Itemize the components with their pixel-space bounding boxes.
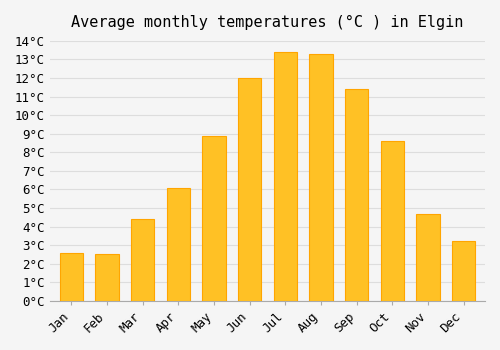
Bar bbox=[452, 241, 475, 301]
Bar bbox=[310, 54, 332, 301]
Bar bbox=[131, 219, 154, 301]
Bar bbox=[96, 254, 118, 301]
Bar bbox=[274, 52, 297, 301]
Title: Average monthly temperatures (°C ) in Elgin: Average monthly temperatures (°C ) in El… bbox=[71, 15, 464, 30]
Bar bbox=[202, 135, 226, 301]
Bar bbox=[166, 188, 190, 301]
Bar bbox=[380, 141, 404, 301]
Bar bbox=[60, 253, 83, 301]
Bar bbox=[345, 89, 368, 301]
Bar bbox=[238, 78, 261, 301]
Bar bbox=[416, 214, 440, 301]
